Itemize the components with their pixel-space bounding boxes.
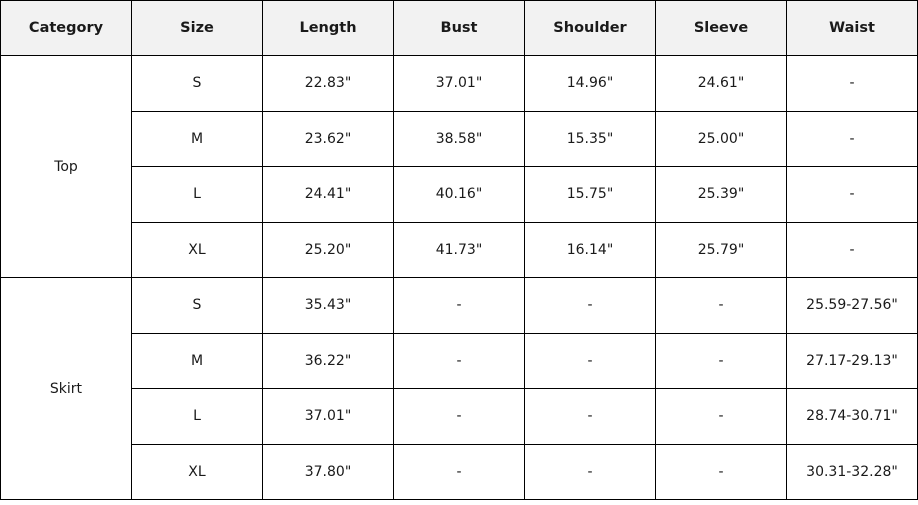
size-cell: M [131, 110, 263, 167]
measurement-cell: - [524, 388, 656, 445]
table-row: XL 25.20" 41.73" 16.14" 25.79" - [1, 221, 918, 278]
measurement-cell: 15.75" [524, 166, 656, 223]
measurement-cell: 24.61" [655, 55, 787, 112]
measurement-cell: - [786, 110, 918, 167]
table-row: Top S 22.83" 37.01" 14.96" 24.61" - [0, 55, 918, 278]
table-row: Skirt S 35.43" - - -25.59-27.56" [0, 277, 918, 500]
measurement-cell: - [393, 277, 525, 334]
column-header-size: Size [131, 0, 263, 56]
category-cell: Top [0, 55, 132, 278]
measurement-cell: 25.79" [655, 221, 787, 278]
header-row: Category Size Length Bust Shoulder Sleeve Wais… [0, 0, 918, 56]
measurement-cell: 14.96" [524, 55, 656, 112]
measurement-cell: - [786, 166, 918, 223]
size-cell: M [131, 332, 263, 389]
measurement-cell: 15.35" [524, 110, 656, 167]
measurement-cell: 24.41" [262, 166, 394, 223]
size-cell: S [131, 277, 263, 334]
measurement-cell: 37.01" [262, 388, 394, 445]
size-cell: XL [131, 443, 263, 500]
measurement-cell: - [655, 332, 787, 389]
table-row: M 36.22" - - -27.17-29.13" [1, 332, 918, 389]
measurement-cell: - [393, 332, 525, 389]
size-cell: S [131, 55, 263, 112]
size-cell: XL [131, 221, 263, 278]
measurement-cell: 22.83" [262, 55, 394, 112]
measurement-cell: - [786, 221, 918, 278]
column-header-sleeve: Sleeve [655, 0, 787, 56]
table-row: XL 37.80" - - -30.31-32.28" [1, 443, 918, 500]
measurement-cell: - [524, 443, 656, 500]
measurement-cell: 16.14" [524, 221, 656, 278]
measurement-cell: 27.17-29.13" [786, 332, 918, 389]
table-row: M 23.62" 38.58" 15.35" 25.00" - [1, 110, 918, 167]
measurement-cell: - [393, 443, 525, 500]
measurement-cell: - [786, 55, 918, 112]
measurement-cell: 38.58" [393, 110, 525, 167]
measurement-cell: 25.39" [655, 166, 787, 223]
measurement-cell: - [524, 332, 656, 389]
measurement-cell: - [524, 277, 656, 334]
measurement-cell: - [655, 388, 787, 445]
size-cell: L [131, 166, 263, 223]
measurement-cell: 40.16" [393, 166, 525, 223]
column-header-bust: Bust [393, 0, 525, 56]
measurement-cell: 28.74-30.71" [786, 388, 918, 445]
measurement-cell: 30.31-32.28" [786, 443, 918, 500]
measurement-cell: - [655, 277, 787, 334]
measurement-cell: 36.22" [262, 332, 394, 389]
measurement-cell: - [393, 388, 525, 445]
measurement-cell: 25.59-27.56" [786, 277, 918, 334]
measurement-cell: 37.80" [262, 443, 394, 500]
measurement-cell: - [655, 443, 787, 500]
column-header-category: Category [0, 0, 132, 56]
measurement-cell: 37.01" [393, 55, 525, 112]
column-header-length: Length [262, 0, 394, 56]
measurement-cell: 25.00" [655, 110, 787, 167]
size-cell: L [131, 388, 263, 445]
measurement-cell: 35.43" [262, 277, 394, 334]
measurement-cell: 23.62" [262, 110, 394, 167]
category-cell: Skirt [0, 277, 132, 500]
measurement-cell: 25.20" [262, 221, 394, 278]
table-row: L 37.01" - - -28.74-30.71" [1, 388, 918, 445]
table-row: L 24.41" 40.16" 15.75" 25.39" - [1, 166, 918, 223]
measurement-cell: 41.73" [393, 221, 525, 278]
column-header-shoulder: Shoulder [524, 0, 656, 56]
column-header-waist: Waist [786, 0, 918, 56]
